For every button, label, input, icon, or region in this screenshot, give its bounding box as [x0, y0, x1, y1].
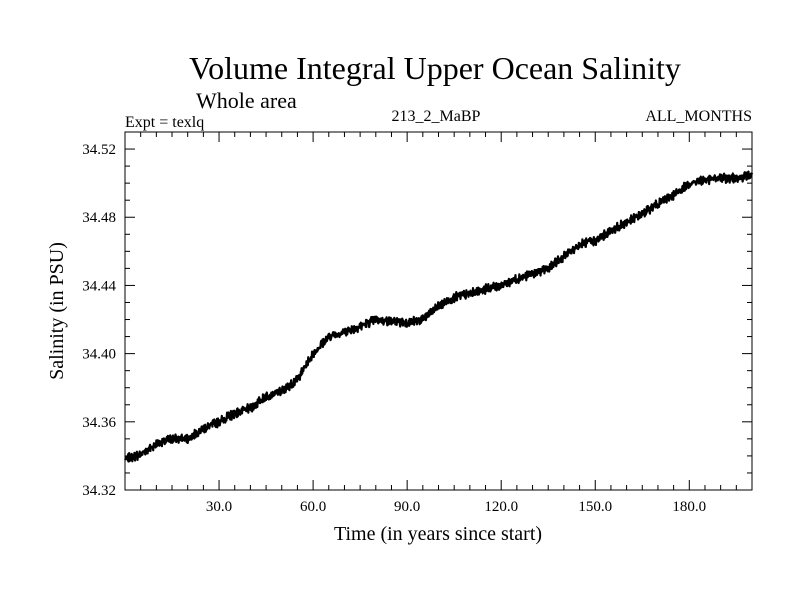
experiment-label: Expt = texlq [125, 114, 204, 131]
x-tick-label: 180.0 [672, 499, 706, 515]
x-axis-ticks [140, 132, 737, 490]
period-label: ALL_MONTHS [645, 108, 752, 125]
x-tick-label: 90.0 [394, 499, 420, 515]
y-tick-label: 34.40 [82, 347, 116, 363]
y-tick-label: 34.52 [82, 142, 116, 158]
x-tick-label: 150.0 [578, 499, 612, 515]
y-axis-tick-labels: 34.32 34.36 34.40 34.44 34.48 34.52 [82, 142, 116, 499]
chart-title: Volume Integral Upper Ocean Salinity [189, 50, 681, 86]
x-tick-label: 60.0 [300, 499, 326, 515]
y-tick-label: 34.44 [82, 278, 116, 294]
chart-subtitle: Whole area [196, 88, 297, 113]
y-tick-label: 34.36 [82, 415, 116, 431]
y-axis-label: Salinity (in PSU) [46, 242, 68, 380]
x-tick-label: 30.0 [206, 499, 232, 515]
x-axis-label: Time (in years since start) [334, 523, 542, 545]
x-axis-tick-labels: 30.0 60.0 90.0 120.0 150.0 180.0 [206, 499, 706, 515]
y-tick-label: 34.48 [82, 210, 116, 226]
salinity-series-line [124, 170, 754, 463]
x-tick-label: 120.0 [484, 499, 518, 515]
plot-frame [124, 131, 753, 491]
run-label: 213_2_MaBP [392, 108, 481, 125]
y-tick-label: 34.32 [82, 483, 116, 499]
